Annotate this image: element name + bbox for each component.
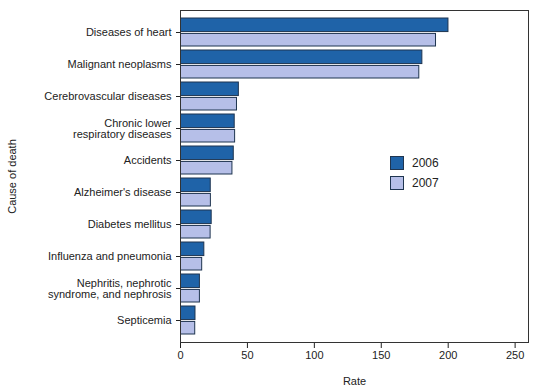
svg-text:250: 250 [506, 349, 524, 361]
svg-text:0: 0 [177, 349, 183, 361]
svg-text:Chronic lowerrespiratory disea: Chronic lowerrespiratory diseases [73, 117, 172, 140]
svg-text:100: 100 [305, 349, 323, 361]
svg-text:150: 150 [372, 349, 390, 361]
html-text:2006: 2006 [412, 156, 439, 170]
html-text:2007: 2007 [412, 176, 439, 190]
svg-text:Cause of death: Cause of death [6, 139, 18, 214]
svg-text:Influenza and pneumonia: Influenza and pneumonia [48, 250, 172, 262]
svg-text:Diabetes mellitus: Diabetes mellitus [88, 218, 172, 230]
svg-text:Rate: Rate [343, 375, 366, 387]
svg-text:Malignant neoplasms: Malignant neoplasms [68, 58, 172, 70]
svg-text:Cerebrovascular diseases: Cerebrovascular diseases [44, 90, 172, 102]
svg-text:200: 200 [439, 349, 457, 361]
svg-text:Diseases of heart: Diseases of heart [86, 26, 172, 38]
svg-text:Nephritis, nephroticsyndrome,: Nephritis, nephroticsyndrome, and nephro… [48, 277, 172, 300]
svg-text:50: 50 [241, 349, 253, 361]
svg-text:Septicemia: Septicemia [117, 314, 172, 326]
svg-text:Accidents: Accidents [124, 154, 172, 166]
svg-text:Alzheimer's disease: Alzheimer's disease [74, 186, 171, 198]
